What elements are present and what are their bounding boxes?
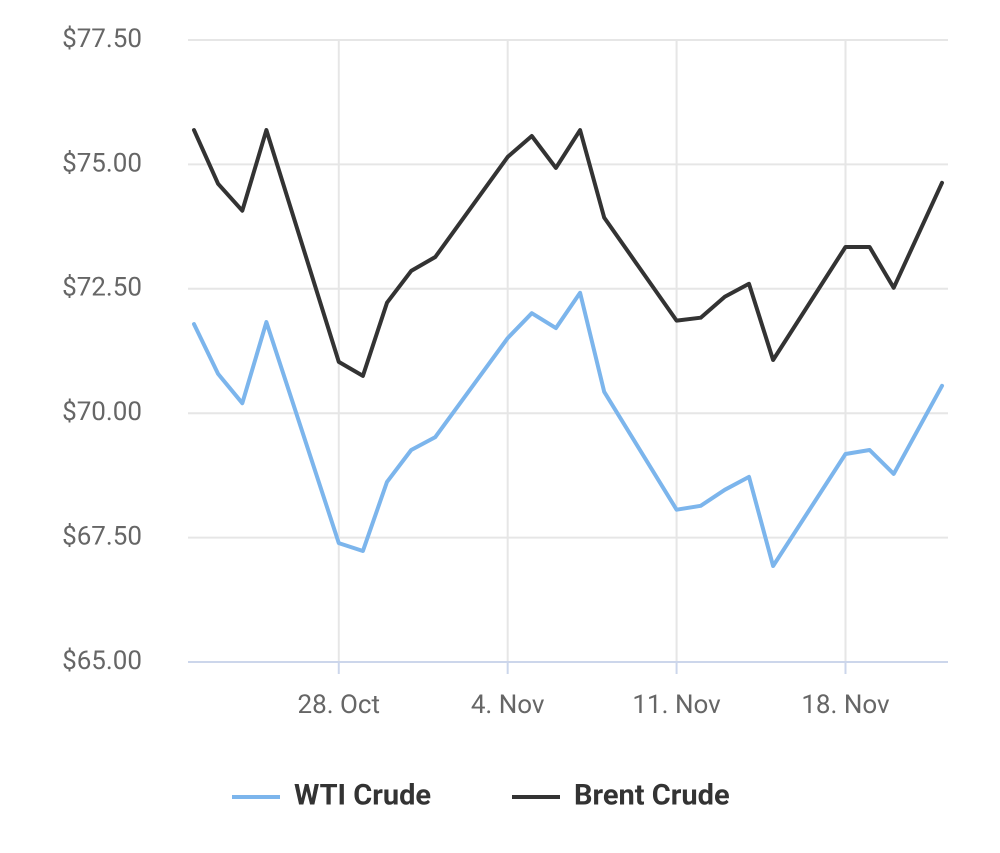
y-tick-label: $77.50 <box>62 24 142 54</box>
y-tick-label: $65.00 <box>62 646 142 676</box>
legend-label: WTI Crude <box>294 779 431 813</box>
y-tick-label: $72.50 <box>62 273 142 303</box>
x-tick-label: 18. Nov <box>801 690 890 720</box>
y-tick-label: $67.50 <box>62 521 142 551</box>
x-tick-label: 28. Oct <box>298 690 381 720</box>
x-tick-label: 4. Nov <box>471 690 545 720</box>
line <box>192 290 944 568</box>
y-tick-label: $75.00 <box>62 148 142 178</box>
y-tick-label: $70.00 <box>62 397 142 427</box>
line <box>192 128 944 378</box>
x-tick-label: 11. Nov <box>632 690 721 720</box>
legend-label: Brent Crude <box>574 779 730 813</box>
